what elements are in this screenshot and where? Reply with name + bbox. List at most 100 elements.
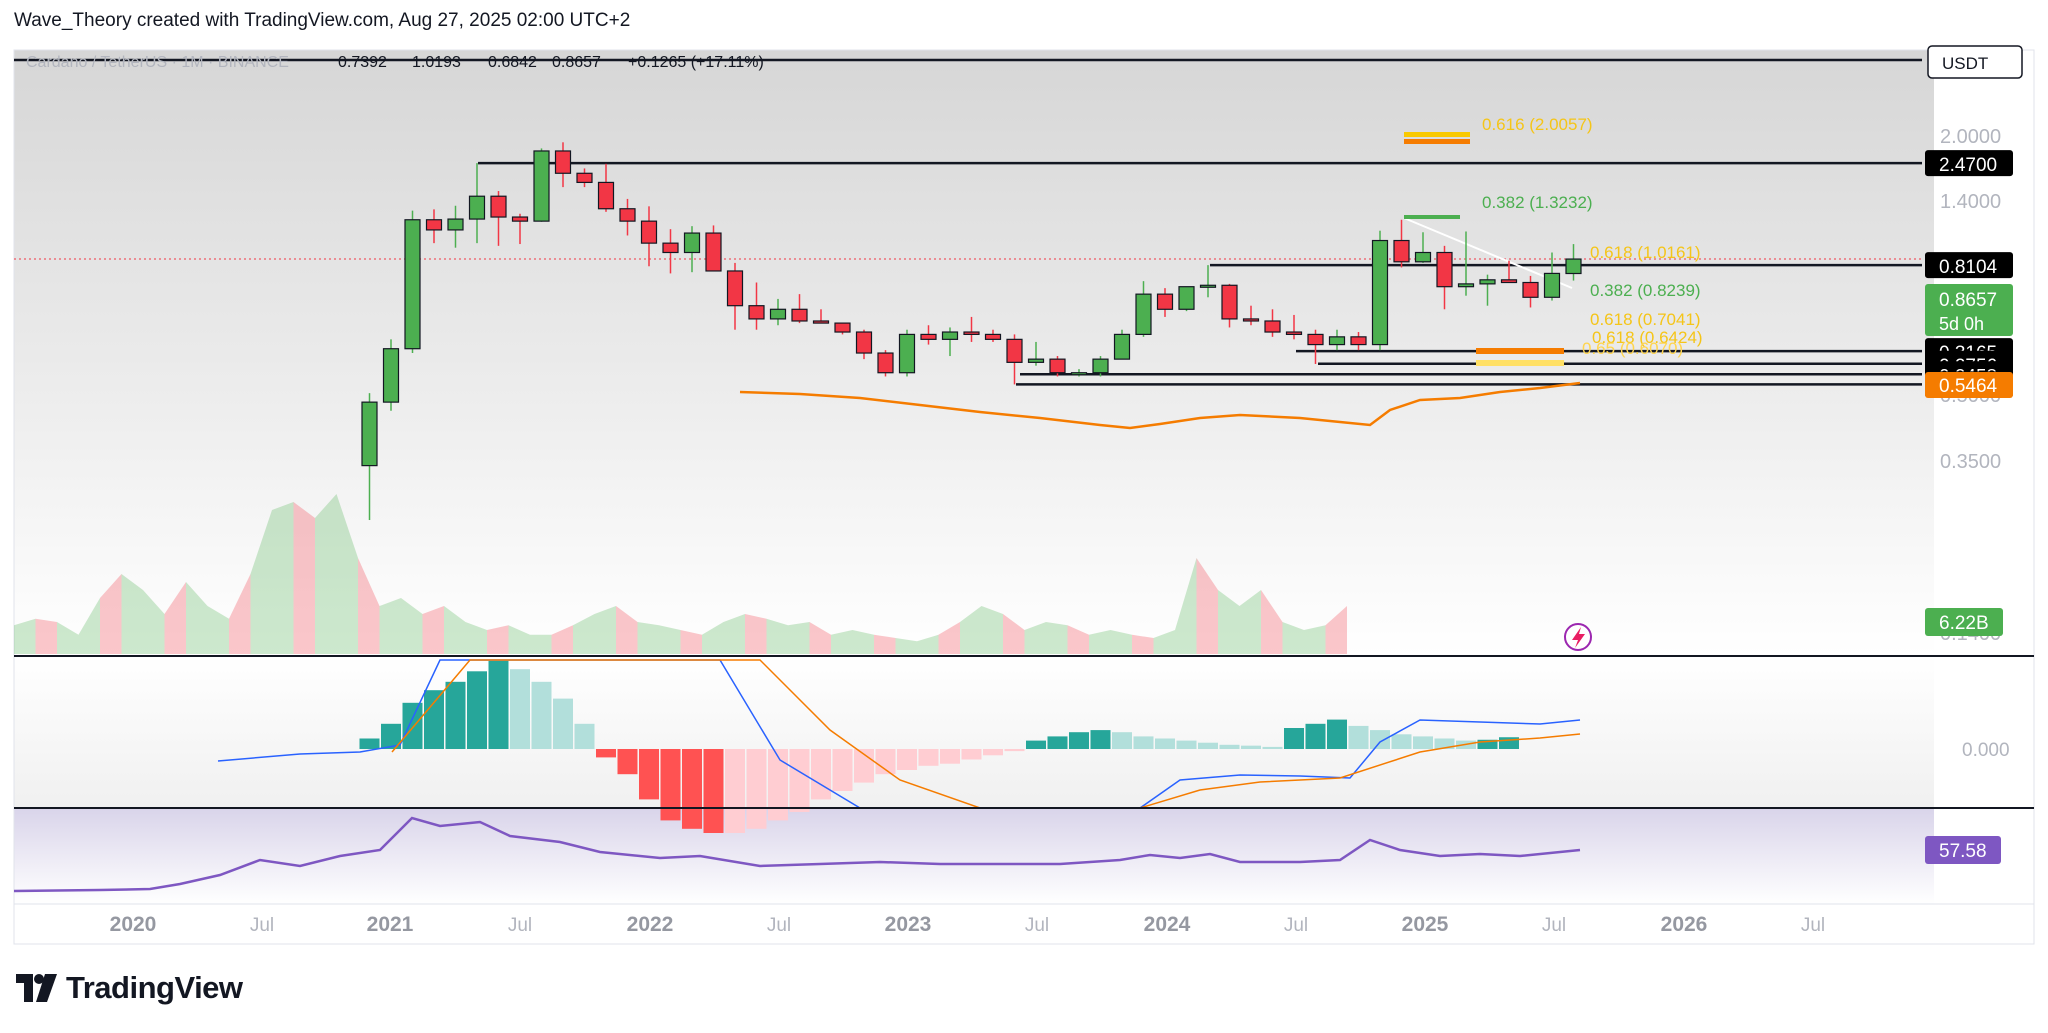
candle-body[interactable] xyxy=(1543,272,1561,298)
candle-body[interactable] xyxy=(1242,318,1260,322)
candle-body[interactable] xyxy=(447,218,464,231)
candle-body[interactable] xyxy=(769,308,787,320)
candle-body[interactable] xyxy=(576,172,593,184)
candle-body[interactable] xyxy=(361,401,378,467)
candle-body[interactable] xyxy=(533,150,550,222)
volume-area-segment xyxy=(530,634,552,654)
candle-body[interactable] xyxy=(662,242,679,254)
candle-body[interactable] xyxy=(941,331,959,340)
macd-histogram-bar xyxy=(682,749,702,829)
legend-high: 1.0193 xyxy=(412,54,461,71)
time-axis-label: Jul xyxy=(508,915,532,936)
macd-pane-background xyxy=(14,656,1934,808)
macd-histogram-bar xyxy=(1348,725,1369,749)
volume-area-segment xyxy=(272,502,294,654)
candle-body[interactable] xyxy=(1135,293,1152,336)
rsi-pane-background xyxy=(14,808,1934,904)
candle-body[interactable] xyxy=(382,348,400,403)
macd-histogram-bar xyxy=(445,681,466,749)
candle-body[interactable] xyxy=(1027,358,1045,363)
candle-body[interactable] xyxy=(1178,286,1195,310)
candle-body[interactable] xyxy=(1307,333,1324,346)
candle-body[interactable] xyxy=(1006,338,1023,363)
fib-level-label: 0.618 (1.0161) xyxy=(1590,243,1701,262)
legend-close: 0.8657 xyxy=(552,54,601,71)
candle-body[interactable] xyxy=(705,232,722,272)
volume-area-segment xyxy=(1067,625,1089,654)
candle-body[interactable] xyxy=(1264,320,1281,333)
macd-histogram-bar xyxy=(660,749,681,821)
rsi-layer xyxy=(13,816,1581,893)
candle-body[interactable] xyxy=(1522,281,1539,298)
candle-body[interactable] xyxy=(855,331,873,354)
tradingview-logo[interactable]: TradingView xyxy=(16,970,243,1006)
candle-body[interactable] xyxy=(920,333,937,340)
axis-badges: 2.47000.81040.31650.27560.24580.22000.86… xyxy=(1925,150,2013,864)
volume-area-segment xyxy=(616,606,638,654)
candle-body[interactable] xyxy=(511,216,529,222)
fib-zone-upper-line xyxy=(1404,139,1470,144)
candle-body[interactable] xyxy=(1221,284,1238,320)
candle-body[interactable] xyxy=(1350,336,1367,346)
candle-body[interactable] xyxy=(619,208,636,222)
candle-body[interactable] xyxy=(834,322,851,333)
volume-area-segment xyxy=(723,614,745,654)
volume-area-segment xyxy=(358,558,380,654)
legend-change: +0.1265 (+17.11%) xyxy=(628,54,764,71)
time-axis[interactable]: 2020 Jul 2021 Jul 2022 Jul 2023 Jul 2024 Jul 2025 J… xyxy=(110,913,1826,936)
countdown-text: 5d 0h xyxy=(1939,314,1984,334)
candle-body[interactable] xyxy=(748,305,765,320)
candle-body[interactable] xyxy=(1479,279,1496,285)
candle-body[interactable] xyxy=(683,232,701,254)
time-axis-label: 2026 xyxy=(1661,913,1708,936)
candle-body[interactable] xyxy=(1049,358,1066,374)
price-axis-tick: 0.3500 xyxy=(1940,451,2001,473)
volume-area-segment xyxy=(14,618,36,654)
candle-body[interactable] xyxy=(1199,284,1217,288)
time-axis-label: Jul xyxy=(1025,915,1049,936)
fib-zone-upper xyxy=(1404,132,1470,137)
macd-histogram-bar xyxy=(832,749,853,791)
candle-body[interactable] xyxy=(404,219,421,350)
candle-body[interactable] xyxy=(1436,251,1453,288)
volume-badge xyxy=(1925,608,2003,636)
candle-body[interactable] xyxy=(963,331,980,336)
volume-area-segment xyxy=(35,618,57,654)
candle-body[interactable] xyxy=(1565,258,1582,275)
macd-histogram-bar xyxy=(1133,736,1154,749)
candle-body[interactable] xyxy=(468,195,486,220)
candle-body[interactable] xyxy=(1113,333,1131,360)
lightning-icon[interactable] xyxy=(1564,623,1592,651)
macd-histogram-bar xyxy=(725,749,745,833)
candle-body[interactable] xyxy=(1285,331,1303,336)
volume-area-segment xyxy=(1132,634,1154,654)
volume-area-segment xyxy=(1239,590,1261,654)
currency-selector[interactable] xyxy=(1927,45,2023,79)
candle-body[interactable] xyxy=(791,308,808,322)
candle-body[interactable] xyxy=(812,320,830,324)
candle-body[interactable] xyxy=(1070,372,1088,376)
candle-body[interactable] xyxy=(726,270,744,307)
macd-histogram-bar xyxy=(553,698,573,749)
candle-body[interactable] xyxy=(1371,239,1389,346)
candle-body[interactable] xyxy=(490,195,507,218)
candle-body[interactable] xyxy=(1156,293,1174,310)
volume-area-segment xyxy=(229,574,251,654)
candle-body[interactable] xyxy=(1414,251,1432,263)
candle-body[interactable] xyxy=(1500,279,1518,284)
candle-body[interactable] xyxy=(877,352,894,374)
macd-histogram-bar xyxy=(1155,738,1175,749)
volume-area-segment xyxy=(831,630,853,654)
volume-area-segment xyxy=(702,622,724,654)
candle-body[interactable] xyxy=(640,220,658,244)
candle-body[interactable] xyxy=(597,181,615,210)
candle-body[interactable] xyxy=(554,150,572,174)
candle-body[interactable] xyxy=(1328,336,1346,346)
candle-body[interactable] xyxy=(1457,283,1475,288)
candle-body[interactable] xyxy=(1393,239,1410,263)
candle-body[interactable] xyxy=(984,333,1002,340)
candle-body[interactable] xyxy=(425,219,443,231)
candle-body[interactable] xyxy=(1092,358,1109,374)
candle-body[interactable] xyxy=(898,333,916,374)
